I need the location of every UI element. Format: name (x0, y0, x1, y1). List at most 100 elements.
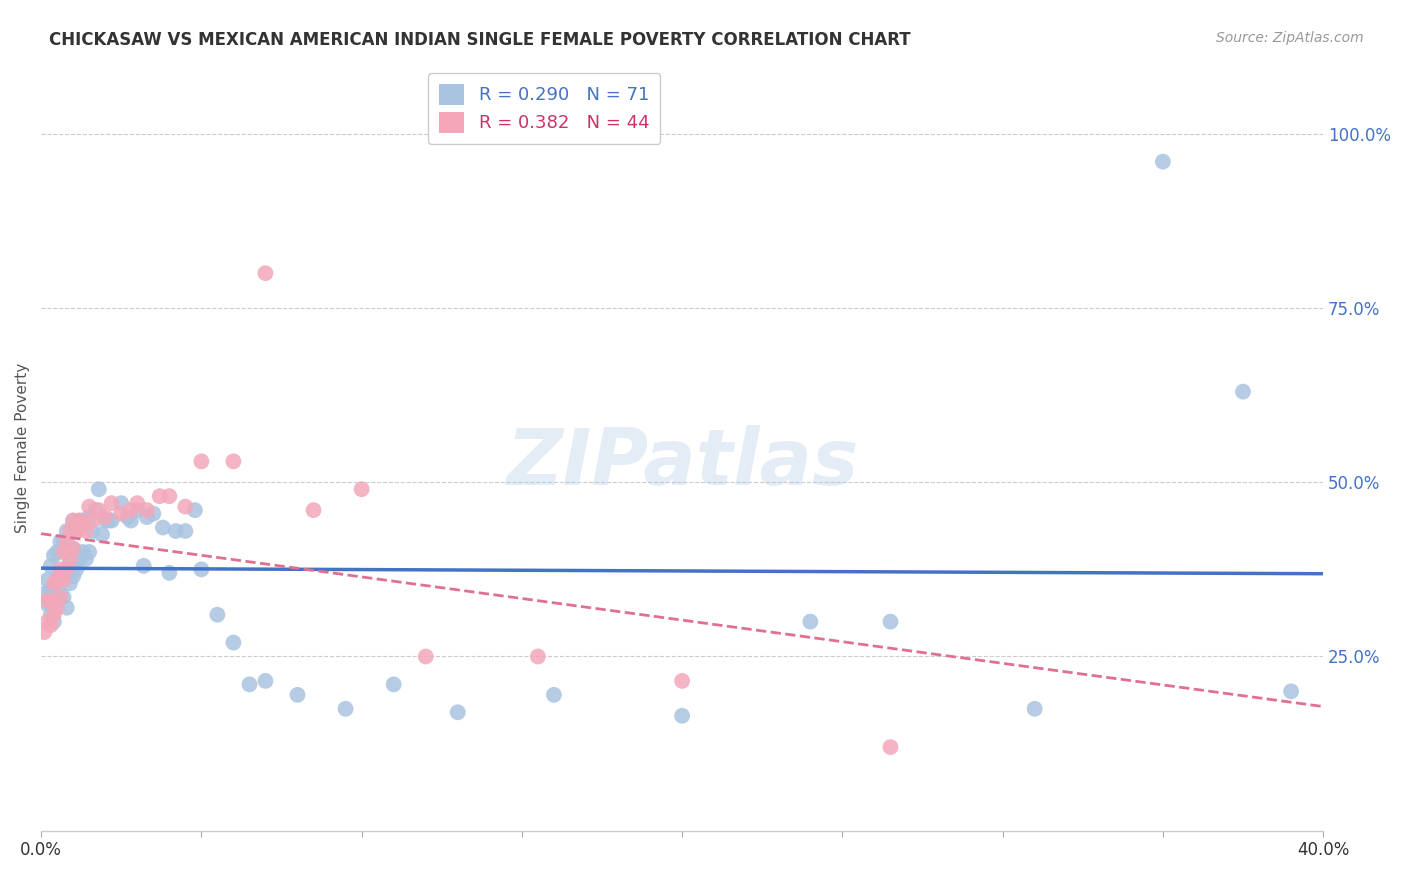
Point (46, 593, 69, 607)
Point (49, 534, 72, 549)
Point (152, 520, 174, 534)
Point (55, 566, 77, 580)
Point (94, 510, 117, 524)
Point (447, 705, 470, 719)
Text: CHICKASAW VS MEXICAN AMERICAN INDIAN SINGLE FEMALE POVERTY CORRELATION CHART: CHICKASAW VS MEXICAN AMERICAN INDIAN SIN… (49, 31, 911, 49)
Point (543, 688, 565, 702)
Point (77, 545, 100, 559)
Point (65, 524, 87, 538)
Point (87, 482, 110, 496)
Point (62, 541, 84, 556)
Point (49, 566, 72, 580)
Point (62, 541, 84, 556)
Point (120, 503, 142, 517)
Point (287, 688, 309, 702)
Point (37, 597, 59, 611)
Point (82, 514, 104, 528)
Point (55, 600, 77, 615)
Point (350, 482, 373, 496)
Point (69, 514, 91, 528)
Point (59, 576, 82, 591)
Point (59, 552, 82, 566)
Point (42, 607, 65, 622)
Point (671, 673, 693, 688)
Point (142, 507, 165, 521)
Point (69, 552, 91, 566)
Point (132, 558, 155, 573)
Point (42, 615, 65, 629)
Point (120, 514, 142, 528)
Y-axis label: Single Female Poverty: Single Female Poverty (15, 362, 30, 533)
Point (49, 562, 72, 576)
Point (94, 514, 117, 528)
Point (72, 514, 94, 528)
Point (37, 573, 59, 587)
Point (799, 615, 821, 629)
Point (42, 549, 65, 563)
Point (62, 569, 84, 583)
Point (110, 507, 132, 521)
Point (127, 496, 149, 510)
Point (62, 514, 84, 528)
Point (190, 562, 212, 576)
Point (135, 510, 157, 524)
Point (52, 591, 75, 605)
Point (254, 266, 277, 280)
Point (49, 587, 72, 601)
Point (37, 615, 59, 629)
Point (127, 503, 149, 517)
Point (207, 607, 229, 622)
Point (149, 489, 172, 503)
Point (55, 534, 77, 549)
Point (52, 573, 75, 587)
Point (46, 545, 69, 559)
Point (52, 566, 75, 580)
Point (52, 545, 75, 559)
Point (222, 454, 245, 468)
Point (238, 677, 260, 691)
Point (157, 489, 180, 503)
Point (72, 517, 94, 532)
Point (174, 524, 197, 538)
Point (1024, 702, 1046, 716)
Point (415, 649, 437, 664)
Point (55, 562, 77, 576)
Text: Source: ZipAtlas.com: Source: ZipAtlas.com (1216, 31, 1364, 45)
Point (39, 593, 62, 607)
Point (174, 500, 197, 514)
Point (165, 524, 187, 538)
Point (34, 587, 56, 601)
Point (55, 524, 77, 538)
Point (69, 514, 91, 528)
Point (49, 591, 72, 605)
Legend: R = 0.290   N = 71, R = 0.382   N = 44: R = 0.290 N = 71, R = 0.382 N = 44 (429, 73, 661, 144)
Point (39, 607, 62, 622)
Point (59, 524, 82, 538)
Point (82, 524, 104, 538)
Point (100, 514, 122, 528)
Point (222, 635, 245, 649)
Point (110, 496, 132, 510)
Point (77, 500, 100, 514)
Point (42, 580, 65, 594)
Point (65, 524, 87, 538)
Text: ZIPatlas: ZIPatlas (506, 425, 858, 500)
Point (72, 545, 94, 559)
Point (184, 503, 207, 517)
Point (75, 552, 97, 566)
Point (87, 503, 110, 517)
Point (190, 454, 212, 468)
Point (62, 514, 84, 528)
Point (157, 566, 180, 580)
Point (37, 593, 59, 607)
Point (39, 618, 62, 632)
Point (1152, 154, 1174, 169)
Point (46, 573, 69, 587)
Point (42, 576, 65, 591)
Point (52, 534, 75, 549)
Point (117, 510, 139, 524)
Point (527, 649, 550, 664)
Point (100, 496, 122, 510)
Point (65, 562, 87, 576)
Point (1279, 684, 1302, 698)
